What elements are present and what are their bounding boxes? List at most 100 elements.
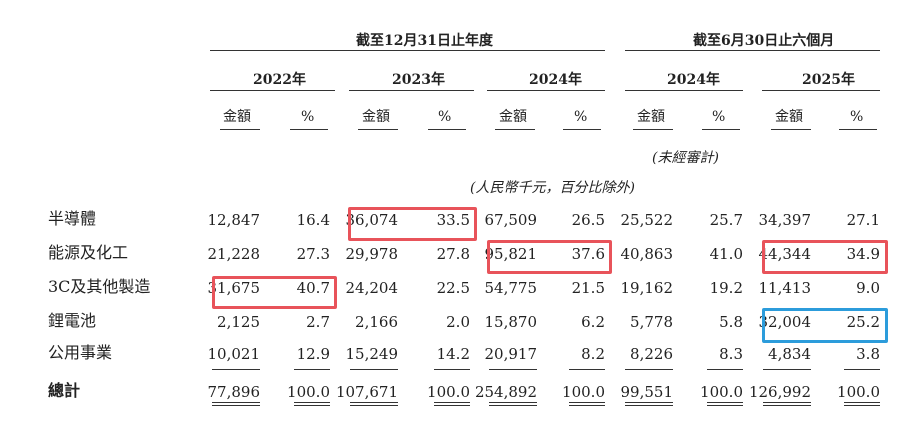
table-cell: 8,226	[630, 345, 673, 363]
col-pct-2024-fy-ul	[563, 129, 601, 130]
highlight-3c-2022	[212, 276, 337, 309]
table-cell: 12.9	[296, 345, 330, 363]
period-header-fy: 截至12月31日止年度	[356, 33, 493, 49]
total-double-underline	[212, 402, 260, 403]
total-cell: 126,992	[748, 383, 811, 401]
table-cell: 5.8	[719, 313, 743, 331]
subtotal-underline	[625, 369, 673, 370]
total-double-underline	[434, 402, 470, 403]
total-cell: 100.0	[837, 383, 880, 401]
col-amount-2023-ul	[358, 129, 398, 130]
table-cell: 4,834	[768, 345, 811, 363]
unit-note: (人民幣千元，百分比除外)	[470, 180, 635, 196]
row-label: 公用事業	[48, 343, 113, 362]
year-2024-6m-underline	[625, 90, 743, 91]
table-cell: 19,162	[620, 279, 674, 297]
table-cell: 2.7	[306, 313, 330, 331]
period-6m-underline	[625, 50, 880, 51]
col-amount-2025-6m-ul	[771, 129, 811, 130]
highlight-energy-2024	[487, 240, 612, 274]
col-amount-2024-6m: 金額	[637, 109, 665, 125]
table-cell: 2.0	[446, 313, 470, 331]
table-cell: 19.2	[709, 279, 743, 297]
total-double-underline	[707, 402, 743, 403]
table-cell: 27.8	[436, 245, 470, 263]
subtotal-underline	[569, 369, 605, 370]
year-2024-fy-underline	[487, 90, 605, 91]
table-cell: 14.2	[436, 345, 470, 363]
table-cell: 2,125	[217, 313, 260, 331]
year-2023: 2023年	[392, 72, 445, 88]
total-double-underline	[434, 405, 470, 406]
subtotal-underline	[212, 369, 260, 370]
table-cell: 36,074	[345, 211, 399, 229]
table-cell: 25.7	[709, 211, 743, 229]
table-cell: 15,870	[484, 313, 538, 331]
year-2022-underline	[210, 90, 335, 91]
row-label: 能源及化工	[48, 243, 129, 262]
table-cell: 8.3	[719, 345, 743, 363]
table-cell: 8.2	[581, 345, 605, 363]
table-cell: 29,978	[345, 245, 399, 263]
highlight-battery-2025	[762, 308, 888, 343]
total-cell: 100.0	[562, 383, 605, 401]
total-cell: 100.0	[427, 383, 470, 401]
total-double-underline	[763, 405, 811, 406]
table-cell: 21.5	[571, 279, 605, 297]
table-cell: 32,004	[758, 313, 812, 331]
col-pct-2025-6m-ul	[839, 129, 877, 130]
table-cell: 10,021	[207, 345, 261, 363]
total-cell: 100.0	[287, 383, 330, 401]
subtotal-underline	[350, 369, 398, 370]
table-cell: 33.5	[436, 211, 470, 229]
period-fy-underline	[210, 50, 605, 51]
period-header-6m: 截至6月30日止六個月	[693, 33, 835, 49]
col-pct-2024-6m: %	[712, 109, 726, 125]
table-cell: 22.5	[436, 279, 470, 297]
total-cell: 254,892	[474, 383, 537, 401]
row-label: 3C及其他製造	[48, 277, 151, 296]
total-double-underline	[763, 402, 811, 403]
table-cell: 20,917	[484, 345, 538, 363]
col-pct-2024-fy: %	[574, 109, 588, 125]
table-cell: 24,204	[345, 279, 399, 297]
year-2024-6m: 2024年	[667, 72, 720, 88]
total-double-underline	[844, 402, 880, 403]
table-cell: 31,675	[207, 279, 261, 297]
total-double-underline	[707, 405, 743, 406]
subtotal-underline	[294, 369, 330, 370]
year-2025-6m-underline	[762, 90, 880, 91]
table-cell: 37.6	[571, 245, 605, 263]
col-amount-2023: 金額	[362, 109, 390, 125]
total-double-underline	[350, 402, 398, 403]
total-cell: 99,551	[620, 383, 674, 401]
col-amount-2025-6m: 金額	[775, 109, 803, 125]
total-double-underline	[569, 402, 605, 403]
col-pct-2025-6m: %	[850, 109, 864, 125]
table-cell: 27.3	[296, 245, 330, 263]
highlight-semiconductor-2023	[348, 207, 477, 241]
col-amount-2024-6m-ul	[633, 129, 673, 130]
total-double-underline	[350, 405, 398, 406]
table-cell: 15,249	[345, 345, 399, 363]
col-amount-2024-fy-ul	[495, 129, 535, 130]
table-cell: 16.4	[296, 211, 330, 229]
row-label: 半導體	[48, 209, 97, 228]
table-cell: 12,847	[207, 211, 261, 229]
col-amount-2024-fy: 金額	[499, 109, 527, 125]
col-pct-2022-ul	[290, 129, 328, 130]
subtotal-underline	[707, 369, 743, 370]
total-double-underline	[489, 402, 537, 403]
total-double-underline	[569, 405, 605, 406]
table-cell: 34,397	[758, 211, 812, 229]
table-cell: 2,166	[355, 313, 398, 331]
total-double-underline	[294, 405, 330, 406]
total-cell: 100.0	[700, 383, 743, 401]
table-cell: 25.2	[846, 313, 880, 331]
col-pct-2024-6m-ul	[702, 129, 740, 130]
year-2023-underline	[349, 90, 474, 91]
subtotal-underline	[489, 369, 537, 370]
table-cell: 26.5	[571, 211, 605, 229]
total-double-underline	[625, 405, 673, 406]
table-cell: 95,821	[484, 245, 538, 263]
